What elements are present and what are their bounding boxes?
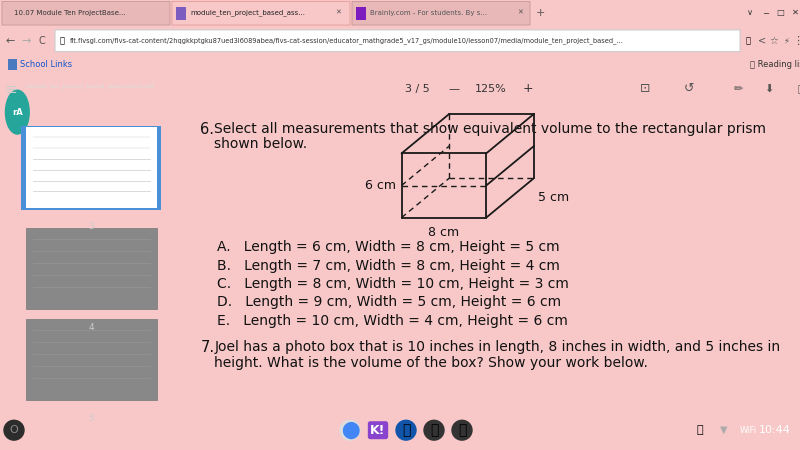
Text: 5: 5 xyxy=(88,414,94,423)
Text: 6.: 6. xyxy=(200,122,214,137)
Text: 125%: 125% xyxy=(475,84,507,94)
Circle shape xyxy=(6,90,29,134)
Text: 5 cm: 5 cm xyxy=(538,191,569,204)
Text: 🔒: 🔒 xyxy=(59,36,65,45)
Text: ←: ← xyxy=(6,36,14,46)
Text: ✕: ✕ xyxy=(791,8,798,17)
Bar xyxy=(356,7,366,20)
Text: Select all measurements that show equivalent volume to the rectangular prism: Select all measurements that show equiva… xyxy=(214,122,766,136)
Text: O: O xyxy=(10,425,18,435)
FancyBboxPatch shape xyxy=(26,127,157,208)
Circle shape xyxy=(424,420,444,440)
Text: ─: ─ xyxy=(763,8,769,17)
Text: ☆: ☆ xyxy=(770,36,778,46)
FancyBboxPatch shape xyxy=(26,229,157,309)
Text: ∨: ∨ xyxy=(747,8,753,17)
Text: C.   Length = 8 cm, Width = 10 cm, Height = 3 cm: C. Length = 8 cm, Width = 10 cm, Height … xyxy=(218,277,569,291)
Text: C: C xyxy=(38,36,46,46)
FancyBboxPatch shape xyxy=(21,126,162,210)
Text: +: + xyxy=(523,82,534,95)
Text: ⚡: ⚡ xyxy=(783,36,789,45)
Text: WiFi: WiFi xyxy=(739,426,757,435)
Text: D.   Length = 9 cm, Width = 5 cm, Height = 6 cm: D. Length = 9 cm, Width = 5 cm, Height =… xyxy=(218,295,562,309)
Text: B.   Length = 7 cm, Width = 8 cm, Height = 4 cm: B. Length = 7 cm, Width = 8 cm, Height =… xyxy=(218,259,560,273)
FancyBboxPatch shape xyxy=(55,30,740,52)
Text: 👥: 👥 xyxy=(402,423,410,437)
Text: module_ten_project_based_ass...: module_ten_project_based_ass... xyxy=(190,9,305,16)
Bar xyxy=(176,7,186,20)
Text: School Links: School Links xyxy=(20,60,72,69)
Text: ≡: ≡ xyxy=(5,82,18,97)
Text: →: → xyxy=(22,36,30,46)
Circle shape xyxy=(340,420,360,440)
Text: ↺: ↺ xyxy=(683,82,694,95)
Text: ✕: ✕ xyxy=(517,9,523,16)
Circle shape xyxy=(452,420,472,440)
Text: +: + xyxy=(535,8,545,18)
Text: ▼: ▼ xyxy=(720,425,728,435)
FancyBboxPatch shape xyxy=(2,1,170,25)
Text: A.   Length = 6 cm, Width = 8 cm, Height = 5 cm: A. Length = 6 cm, Width = 8 cm, Height =… xyxy=(218,240,560,254)
Circle shape xyxy=(396,420,416,440)
Text: 10:44: 10:44 xyxy=(759,425,791,435)
Text: ⬇: ⬇ xyxy=(765,84,774,94)
Text: 4: 4 xyxy=(88,323,94,332)
Text: module_ten_project_based_assessment.pdf: module_ten_project_based_assessment.pdf xyxy=(26,83,154,89)
Text: Joel has a photo box that is 10 inches in length, 8 inches in width, and 5 inche: Joel has a photo box that is 10 inches i… xyxy=(214,340,781,354)
Text: ✕: ✕ xyxy=(335,9,341,16)
Bar xyxy=(8,59,17,70)
Text: K!: K! xyxy=(370,424,386,436)
Text: —: — xyxy=(449,84,460,94)
Text: 🔍: 🔍 xyxy=(746,36,750,45)
Text: 📁: 📁 xyxy=(458,423,466,437)
Text: 📖 Reading list: 📖 Reading list xyxy=(750,60,800,69)
Text: 🔋: 🔋 xyxy=(697,425,703,435)
Text: ⊡: ⊡ xyxy=(640,82,651,95)
Text: <: < xyxy=(758,36,766,46)
Text: 🖨: 🖨 xyxy=(797,84,800,94)
Text: ✏: ✏ xyxy=(734,84,743,94)
FancyBboxPatch shape xyxy=(172,1,350,25)
Text: height. What is the volume of the box? Show your work below.: height. What is the volume of the box? S… xyxy=(214,356,648,369)
Text: E.   Length = 10 cm, Width = 4 cm, Height = 6 cm: E. Length = 10 cm, Width = 4 cm, Height … xyxy=(218,314,568,328)
Text: flt.flvsgl.com/flvs-cat-content/2hqgkkptgku87ued3l6089abea/flvs-cat-session/educ: flt.flvsgl.com/flvs-cat-content/2hqgkkpt… xyxy=(70,37,624,44)
Text: shown below.: shown below. xyxy=(214,136,307,151)
Text: 3: 3 xyxy=(88,222,94,231)
FancyBboxPatch shape xyxy=(352,1,530,25)
Text: 📱: 📱 xyxy=(430,423,438,437)
Text: rA: rA xyxy=(12,108,22,117)
Text: Brainly.com - For students. By s...: Brainly.com - For students. By s... xyxy=(370,9,487,16)
Circle shape xyxy=(4,420,24,440)
Text: □: □ xyxy=(776,8,784,17)
Text: 8 cm: 8 cm xyxy=(428,225,459,238)
Text: 3 / 5: 3 / 5 xyxy=(405,84,430,94)
Text: 7.: 7. xyxy=(200,340,214,355)
Text: ⋮: ⋮ xyxy=(793,36,800,46)
FancyBboxPatch shape xyxy=(26,320,157,400)
Text: 10.07 Module Ten ProjectBase...: 10.07 Module Ten ProjectBase... xyxy=(14,9,126,16)
Text: 6 cm: 6 cm xyxy=(365,179,395,192)
Text: ⬤: ⬤ xyxy=(341,421,359,439)
